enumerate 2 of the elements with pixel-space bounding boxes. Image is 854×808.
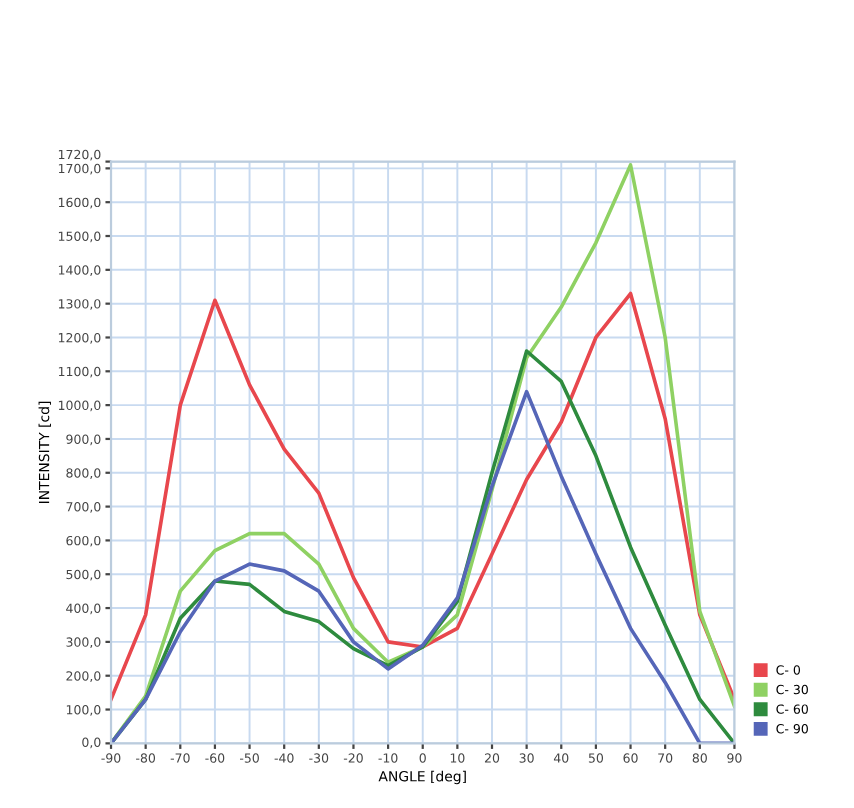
line-series (111, 291, 735, 702)
line-series (111, 163, 735, 744)
